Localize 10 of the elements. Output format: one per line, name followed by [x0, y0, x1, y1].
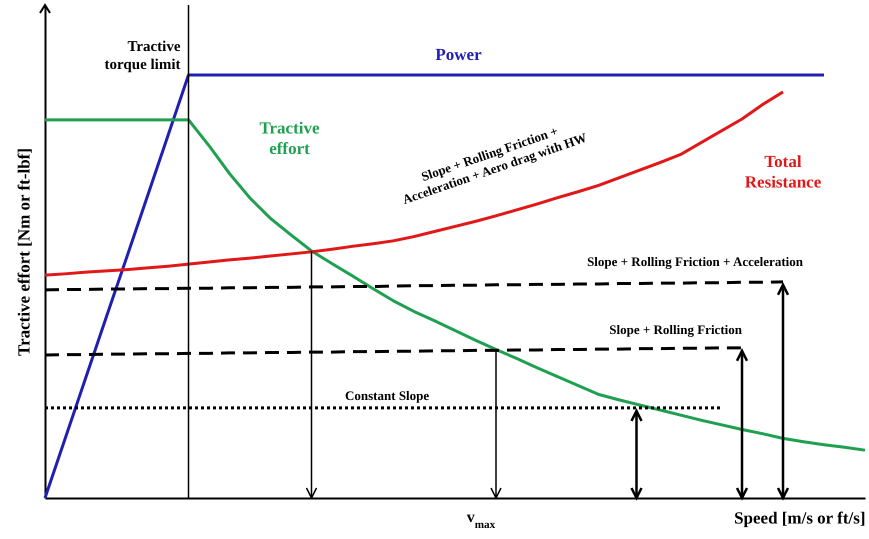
text: v$_{max}$	[466, 509, 496, 531]
series-label: Slope + Rolling Friction + Acceleration	[587, 254, 804, 269]
series-label: Constant Slope	[345, 388, 430, 403]
x-axis-title: Speed [m/s or ft/s]	[734, 508, 866, 528]
text: Tractive torque limit	[104, 39, 181, 74]
series-label: Tractive effort	[259, 118, 320, 158]
series-label: Slope + Rolling Friction	[609, 322, 743, 337]
series-label: Total Resistance	[744, 152, 822, 192]
series-label: Power	[435, 45, 482, 64]
y-axis-title: Tractive effort [Nm or ft-lbf]	[14, 148, 34, 356]
